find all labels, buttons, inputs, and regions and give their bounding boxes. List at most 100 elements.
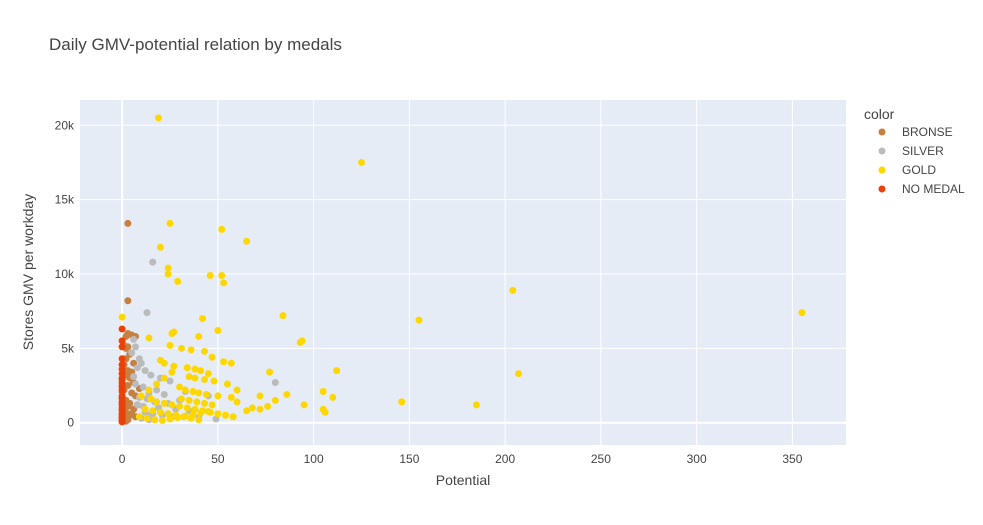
data-point [197, 367, 205, 375]
data-point [243, 237, 251, 245]
data-point [168, 368, 176, 376]
x-tick-label: 50 [211, 452, 225, 466]
data-point [189, 387, 197, 395]
data-point [156, 243, 164, 251]
data-point [147, 395, 155, 403]
x-tick-label: 150 [399, 452, 419, 466]
plot-area [80, 100, 846, 445]
data-point [195, 416, 203, 424]
data-point [124, 402, 132, 410]
data-point [153, 398, 161, 406]
data-point [191, 374, 199, 382]
data-point [333, 367, 341, 375]
data-point [185, 396, 193, 404]
data-point [233, 398, 241, 406]
data-point [177, 344, 185, 352]
x-axis-ticks: 0 50 100 150 200 250 300 350 [119, 452, 803, 466]
x-tick-label: 250 [591, 452, 611, 466]
legend-label: SILVER [902, 144, 944, 158]
data-point [118, 405, 126, 413]
data-point [176, 402, 184, 410]
chart-title: Daily GMV-potential relation by medals [49, 35, 342, 54]
data-point [156, 408, 164, 416]
data-point [218, 271, 226, 279]
data-point [118, 325, 126, 333]
legend-marker [878, 166, 886, 174]
data-point [133, 364, 141, 372]
x-tick-label: 0 [119, 452, 126, 466]
y-tick-label: 20k [55, 118, 75, 132]
data-point [229, 413, 237, 421]
data-point [160, 374, 168, 382]
x-tick-label: 350 [782, 452, 802, 466]
data-point [151, 416, 159, 424]
legend[interactable]: color BRONSE SILVER GOLD NO MEDAL [864, 106, 965, 196]
series-gold [118, 114, 806, 424]
data-point [132, 380, 140, 388]
data-point [174, 413, 182, 421]
data-point [141, 405, 149, 413]
data-point [197, 409, 205, 417]
data-point [210, 377, 218, 385]
data-point [135, 413, 143, 421]
data-point [204, 408, 212, 416]
legend-marker [878, 185, 886, 193]
data-point [415, 316, 423, 324]
data-point [124, 219, 132, 227]
legend-item-silver[interactable]: SILVER [878, 144, 945, 158]
data-point [118, 376, 126, 384]
data-point [124, 297, 132, 305]
data-point [158, 416, 166, 424]
data-point [137, 392, 145, 400]
x-axis-title: Potential [436, 472, 490, 488]
data-point [248, 404, 256, 412]
data-point [130, 373, 138, 381]
x-tick-label: 200 [495, 452, 515, 466]
data-point [166, 341, 174, 349]
data-point [147, 371, 155, 379]
data-point [220, 279, 228, 287]
data-point [266, 368, 274, 376]
data-point [300, 401, 308, 409]
data-point [220, 358, 228, 366]
data-point [132, 343, 140, 351]
data-point [118, 337, 126, 345]
data-point [191, 365, 199, 373]
data-point [193, 398, 201, 406]
data-point [133, 401, 141, 409]
data-points [118, 114, 806, 426]
data-point [271, 379, 279, 387]
data-point [118, 399, 126, 407]
data-point [200, 347, 208, 355]
data-point [233, 386, 241, 394]
data-point [227, 359, 235, 367]
legend-item-gold[interactable]: GOLD [878, 163, 937, 177]
data-point [166, 219, 174, 227]
data-point [181, 386, 189, 394]
data-point [166, 415, 174, 423]
data-point [214, 392, 222, 400]
data-point [271, 396, 279, 404]
data-point [141, 367, 149, 375]
data-point [118, 313, 126, 321]
data-point [143, 414, 151, 422]
data-point [143, 309, 151, 317]
legend-item-no-medal[interactable]: NO MEDAL [878, 182, 966, 196]
data-point [204, 370, 212, 378]
data-point [206, 271, 214, 279]
data-point [145, 334, 153, 342]
data-point [358, 158, 366, 166]
data-point [160, 399, 168, 407]
legend-title: color [864, 106, 895, 122]
data-point [515, 370, 523, 378]
data-point [222, 411, 230, 419]
data-point [168, 329, 176, 337]
grid-lines [80, 100, 846, 445]
y-axis-ticks: 0 5k 10k 15k 20k [55, 118, 75, 429]
data-point [128, 349, 136, 357]
legend-item-bronse[interactable]: BRONSE [878, 125, 953, 139]
data-point [283, 390, 291, 398]
data-point [214, 410, 222, 418]
data-point [149, 258, 157, 266]
data-point [118, 417, 126, 425]
